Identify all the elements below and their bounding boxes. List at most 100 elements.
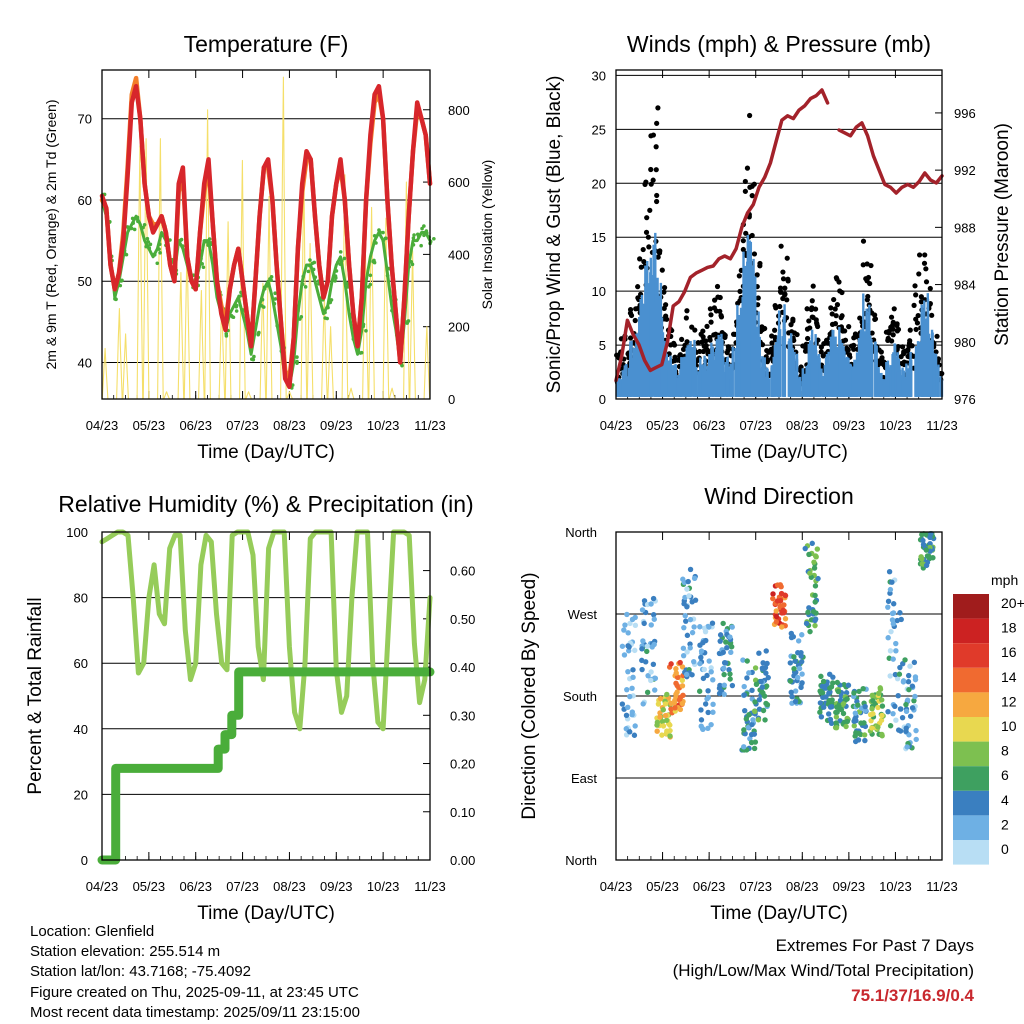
- gust-point: [772, 334, 778, 340]
- humidity-y2tick-label: 0.10: [450, 805, 475, 820]
- direction-point: [902, 657, 908, 663]
- direction-point: [862, 703, 868, 710]
- temperature-ytick-label: 70: [78, 112, 92, 127]
- direction-point: [716, 690, 723, 697]
- dewpoint-point: [323, 316, 327, 320]
- gust-point: [627, 310, 634, 316]
- direction-point: [728, 644, 735, 650]
- gust-point: [891, 306, 897, 312]
- direction-point: [645, 672, 651, 679]
- direction-point: [630, 667, 636, 673]
- direction-point: [650, 611, 657, 618]
- direction-point: [778, 590, 785, 597]
- gust-point: [838, 315, 844, 321]
- gust-point: [645, 234, 651, 240]
- direction-point: [909, 705, 916, 711]
- gust-point: [653, 167, 659, 173]
- direction-point: [798, 653, 804, 659]
- direction-point: [833, 709, 839, 716]
- direction-point: [758, 678, 764, 685]
- direction-point: [681, 624, 687, 631]
- direction-point: [632, 622, 639, 629]
- humidity-ytick-label: 60: [74, 656, 88, 671]
- gust-point: [642, 181, 648, 188]
- dewpoint-point: [384, 236, 388, 241]
- dewpoint-point: [146, 240, 151, 244]
- direction-point: [851, 723, 857, 729]
- direction-point: [895, 692, 901, 699]
- solar-insolation-spike: [423, 326, 431, 400]
- direction-point: [828, 684, 835, 690]
- dewpoint-point: [358, 351, 363, 355]
- gust-point: [714, 283, 721, 290]
- direction-point: [878, 717, 885, 723]
- legend-label: 2: [1001, 816, 1009, 832]
- winds-xtick-label: 06/23: [693, 418, 726, 433]
- gust-point: [772, 327, 778, 333]
- direction-point: [830, 674, 836, 680]
- direction-point: [891, 601, 897, 607]
- direction-point: [679, 683, 686, 689]
- direction-point: [806, 551, 812, 558]
- direction-point: [619, 643, 626, 649]
- direction-point: [727, 676, 733, 682]
- direction-point: [869, 706, 875, 712]
- elevation-text: Station elevation: 255.514 m: [30, 943, 221, 961]
- direction-point: [728, 649, 734, 656]
- humidity-panel: Relative Humidity (%) & Precipitation (i…: [25, 491, 475, 924]
- direction-point: [879, 731, 885, 738]
- gust-point: [814, 321, 820, 328]
- gust-point: [782, 285, 788, 291]
- direction-point: [648, 601, 654, 607]
- direction-point: [794, 674, 801, 681]
- direction-point: [660, 723, 667, 729]
- direction-point: [791, 654, 797, 660]
- gust-point: [647, 207, 653, 213]
- location-text: Location: Glenfield: [30, 923, 155, 940]
- direction-point: [927, 540, 933, 547]
- solar-insolation-spike: [265, 195, 273, 400]
- dewpoint-point: [333, 274, 338, 278]
- direction-point: [708, 665, 714, 671]
- direction-point: [639, 607, 646, 613]
- gust-point: [865, 293, 871, 300]
- gust-point: [730, 331, 737, 337]
- humidity-y2tick-label: 0.40: [450, 660, 475, 675]
- direction-xtick-label: 09/23: [833, 879, 866, 894]
- dewpoint-point: [148, 242, 152, 247]
- gust-point: [704, 323, 710, 329]
- dewpoint-point: [406, 319, 411, 323]
- dewpoint-point: [179, 237, 184, 242]
- direction-point: [708, 721, 714, 728]
- winds-ylabel-right: Station Pressure (Maroon): [992, 123, 1013, 346]
- dewpoint-point: [295, 359, 299, 364]
- direction-point: [721, 671, 727, 678]
- direction-point: [802, 545, 808, 552]
- gust-point: [664, 316, 670, 322]
- direction-point: [722, 660, 729, 666]
- gust-point: [872, 316, 879, 322]
- direction-point: [659, 732, 665, 738]
- dewpoint-point: [422, 224, 426, 228]
- direction-point: [627, 729, 633, 735]
- direction-point: [625, 704, 631, 710]
- legend-swatch: [953, 766, 989, 791]
- gust-point: [922, 252, 928, 258]
- direction-point: [641, 620, 647, 627]
- direction-point: [682, 613, 688, 619]
- gust-point: [809, 314, 815, 320]
- direction-point: [923, 562, 930, 569]
- latlon-text: Station lat/lon: 43.7168; -75.4092: [30, 963, 252, 981]
- direction-point: [813, 554, 819, 560]
- gust-point: [743, 230, 749, 236]
- dewpoint-point: [257, 330, 261, 335]
- winds-xtick-label: 07/23: [739, 418, 772, 433]
- direction-point: [807, 628, 813, 635]
- direction-point: [674, 689, 680, 695]
- legend-swatch: [953, 717, 989, 742]
- direction-point: [697, 624, 703, 630]
- direction-point: [708, 669, 714, 675]
- direction-point: [792, 658, 798, 664]
- dewpoint-point: [206, 243, 210, 247]
